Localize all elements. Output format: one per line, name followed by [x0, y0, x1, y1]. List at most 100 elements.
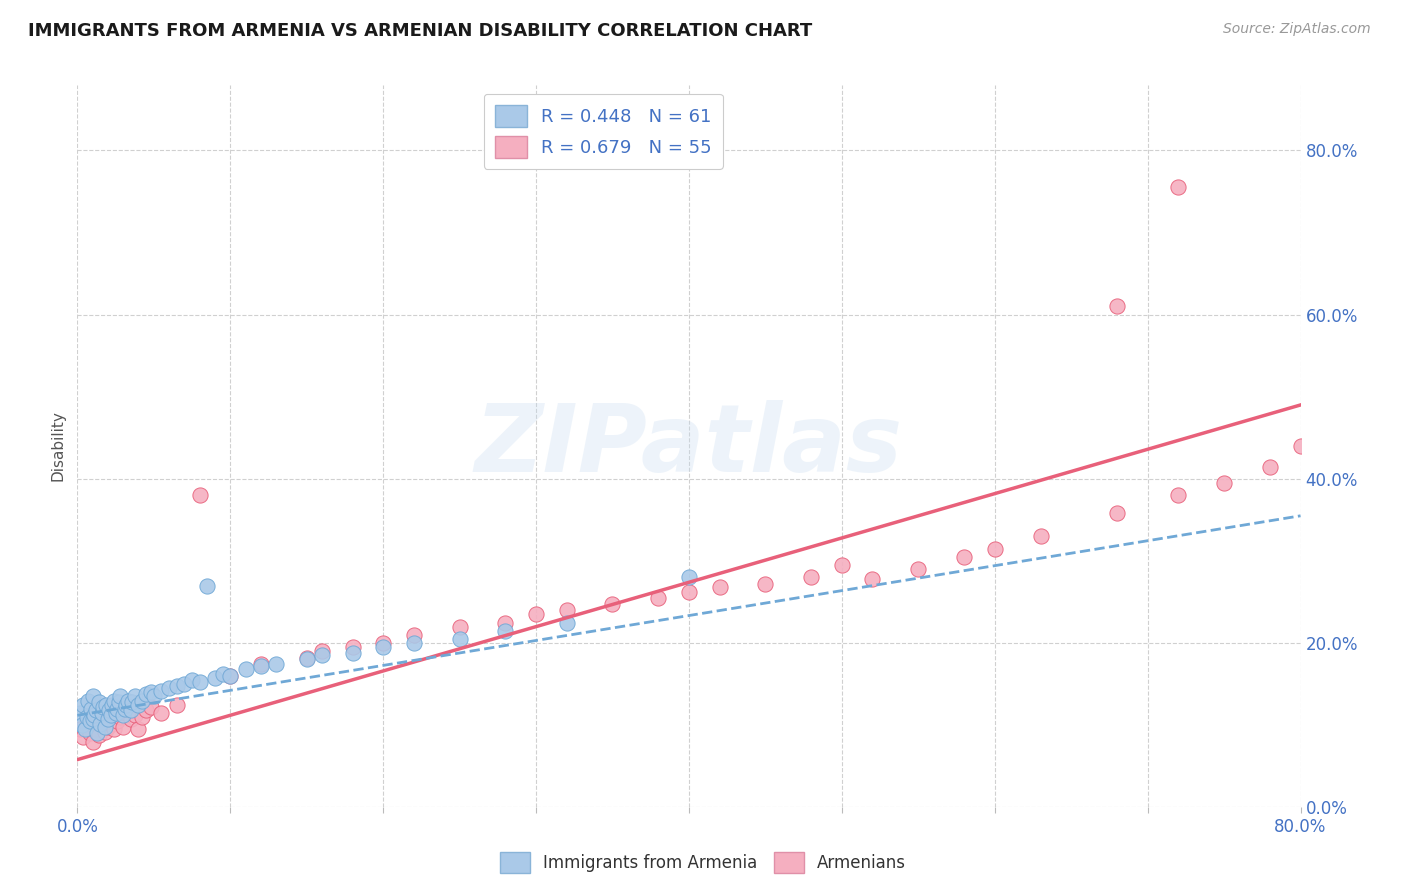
Text: ZIPatlas: ZIPatlas — [475, 400, 903, 492]
Point — [107, 695, 129, 709]
Point — [139, 700, 162, 714]
Point — [264, 657, 287, 671]
Point — [97, 712, 120, 726]
Point — [1167, 488, 1189, 502]
Point — [1167, 180, 1189, 194]
Point — [311, 648, 333, 663]
Point — [131, 693, 153, 707]
Point — [120, 712, 142, 726]
Point — [120, 703, 142, 717]
Point — [166, 679, 188, 693]
Point — [73, 723, 96, 737]
Point — [127, 698, 149, 712]
Point — [105, 714, 128, 728]
Point — [1258, 459, 1281, 474]
Point — [82, 690, 104, 704]
Point — [82, 734, 104, 748]
Point — [83, 708, 105, 723]
Point — [69, 706, 91, 720]
Point — [104, 706, 127, 720]
Point — [97, 720, 120, 734]
Point — [342, 646, 364, 660]
Point — [84, 723, 107, 737]
Point — [100, 716, 122, 731]
Point — [112, 708, 135, 723]
Text: IMMIGRANTS FROM ARMENIA VS ARMENIAN DISABILITY CORRELATION CHART: IMMIGRANTS FROM ARMENIA VS ARMENIAN DISA… — [28, 22, 813, 40]
Y-axis label: Disability: Disability — [51, 410, 66, 482]
Point — [371, 636, 394, 650]
Point — [112, 720, 135, 734]
Point — [862, 572, 884, 586]
Point — [907, 562, 929, 576]
Point — [195, 578, 218, 592]
Point — [1213, 475, 1236, 490]
Point — [80, 702, 103, 716]
Point — [555, 603, 578, 617]
Point — [135, 687, 157, 701]
Point — [142, 690, 165, 704]
Point — [72, 698, 94, 712]
Point — [127, 723, 149, 737]
Point — [402, 628, 425, 642]
Point — [108, 690, 131, 704]
Point — [114, 702, 136, 716]
Point — [311, 644, 333, 658]
Point — [188, 675, 211, 690]
Point — [101, 698, 124, 712]
Point — [105, 702, 128, 716]
Point — [449, 619, 471, 633]
Point — [124, 708, 146, 723]
Point — [211, 667, 233, 681]
Point — [79, 726, 101, 740]
Point — [121, 695, 143, 709]
Point — [108, 710, 131, 724]
Point — [82, 712, 104, 726]
Point — [86, 726, 108, 740]
Point — [204, 671, 226, 685]
Point — [166, 698, 188, 712]
Point — [250, 659, 273, 673]
Point — [1289, 439, 1312, 453]
Point — [800, 570, 823, 584]
Point — [371, 640, 394, 655]
Point — [678, 570, 700, 584]
Point — [709, 580, 731, 594]
Point — [495, 624, 517, 638]
Point — [87, 695, 110, 709]
Point — [91, 700, 114, 714]
Point — [89, 716, 111, 731]
Point — [76, 710, 98, 724]
Point — [94, 724, 117, 739]
Point — [647, 591, 669, 605]
Point — [295, 650, 318, 665]
Point — [94, 720, 117, 734]
Point — [100, 708, 122, 723]
Point — [295, 652, 318, 666]
Point — [219, 669, 242, 683]
Point — [157, 681, 180, 696]
Point — [69, 723, 91, 737]
Point — [79, 714, 101, 728]
Point — [150, 683, 173, 698]
Point — [124, 690, 146, 704]
Point — [115, 698, 138, 712]
Point — [754, 577, 776, 591]
Point — [235, 662, 257, 676]
Point — [250, 657, 273, 671]
Point — [1107, 300, 1129, 314]
Point — [984, 541, 1007, 556]
Point — [1107, 506, 1129, 520]
Point — [181, 673, 204, 687]
Point — [495, 615, 517, 630]
Point — [1029, 529, 1052, 543]
Point — [131, 710, 153, 724]
Point — [139, 685, 162, 699]
Legend: R = 0.448   N = 61, R = 0.679   N = 55: R = 0.448 N = 61, R = 0.679 N = 55 — [484, 94, 723, 169]
Point — [90, 706, 112, 720]
Point — [150, 706, 173, 720]
Point — [831, 558, 853, 572]
Point — [188, 488, 211, 502]
Point — [555, 615, 578, 630]
Text: Source: ZipAtlas.com: Source: ZipAtlas.com — [1223, 22, 1371, 37]
Point — [96, 698, 118, 712]
